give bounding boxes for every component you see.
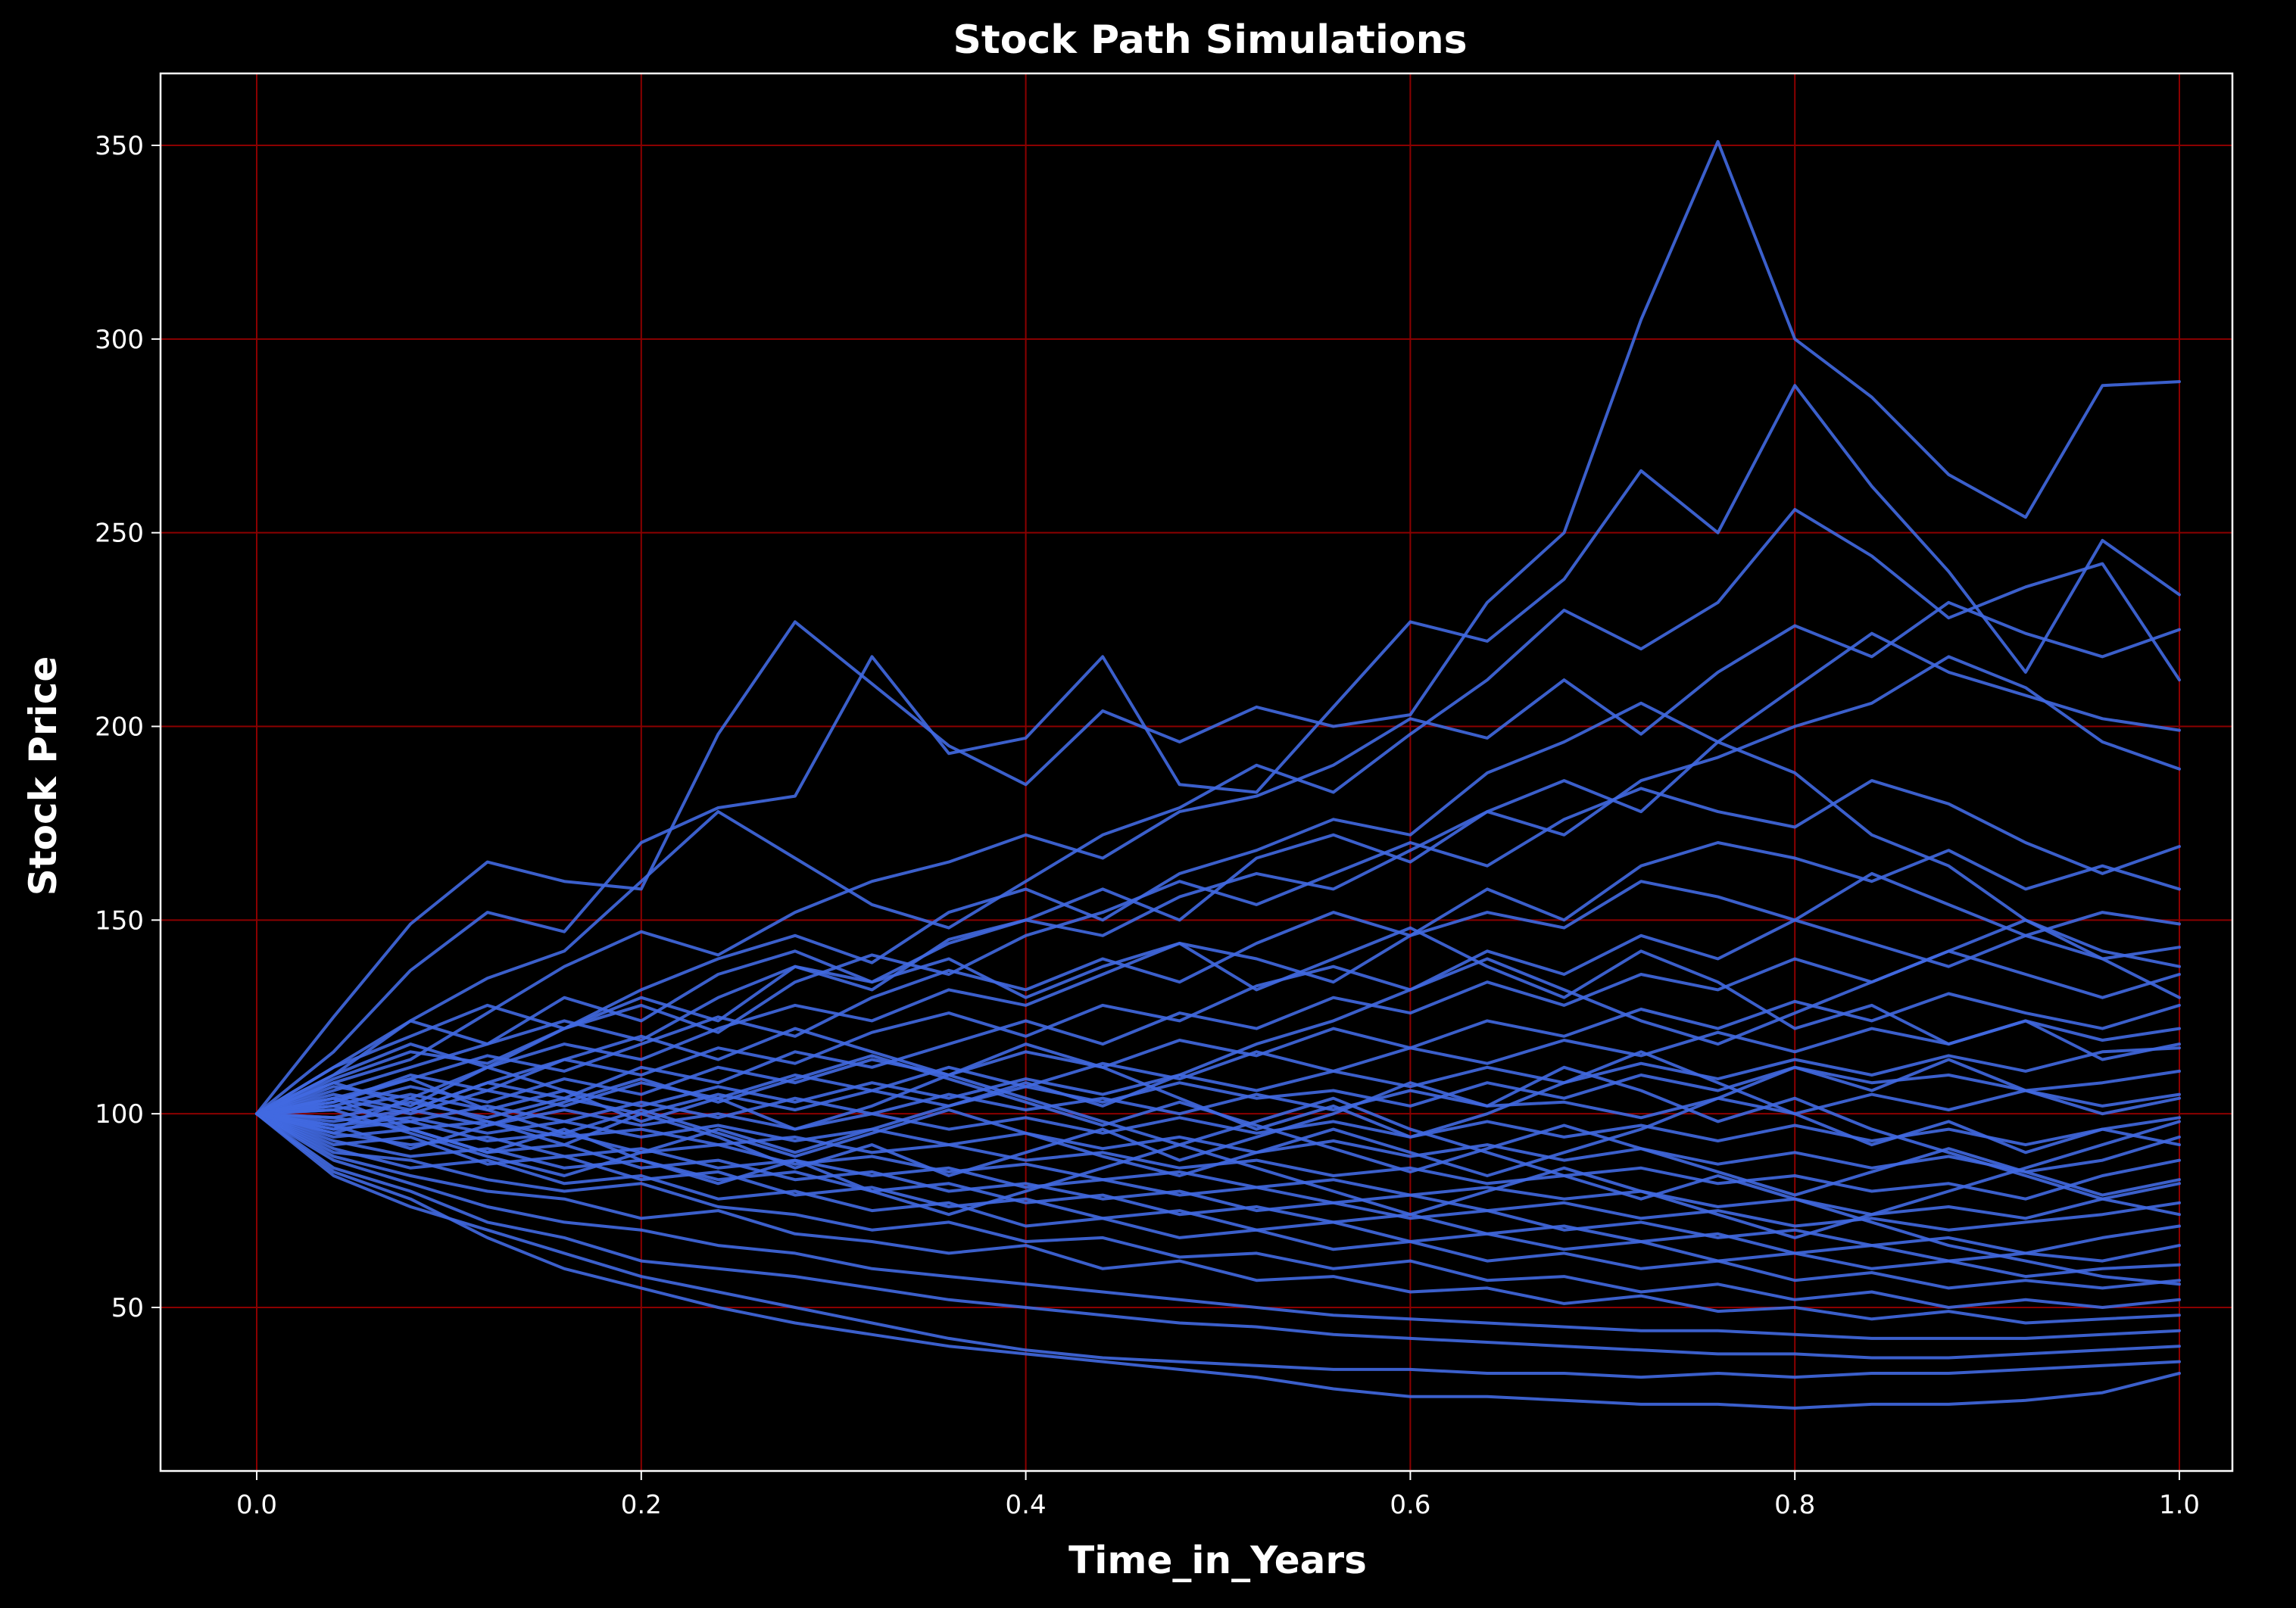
stock-path-line-3 xyxy=(255,508,2181,1116)
stock-path-line-10 xyxy=(255,918,2181,1116)
stock-path-line-24 xyxy=(255,1112,2181,1279)
stock-path-line-15 xyxy=(255,1065,2181,1120)
y-axis-label: Stock Price xyxy=(21,656,65,896)
y-tick-label: 300 xyxy=(95,325,144,355)
y-tick-label: 350 xyxy=(95,131,144,161)
stock-path-line-16 xyxy=(255,1089,2181,1123)
stock-path-line-26 xyxy=(255,1112,2181,1309)
stock-path-line-14 xyxy=(255,1046,2181,1116)
x-tick-label: 0.8 xyxy=(1774,1490,1815,1520)
stock-path-line-23 xyxy=(255,1112,2181,1263)
x-tick-label: 0.4 xyxy=(1006,1490,1047,1520)
stock-path-line-39 xyxy=(255,1058,2181,1177)
stock-path-line-28 xyxy=(255,1112,2181,1340)
stock-path-line-1 xyxy=(255,139,2181,1116)
y-tick-label: 150 xyxy=(95,905,144,936)
stock-path-line-20 xyxy=(255,1112,2181,1220)
stock-path-line-30 xyxy=(255,1112,2181,1379)
x-tick-label: 0.2 xyxy=(621,1490,662,1520)
axis-ticks: 0.0 0.2 0.4 0.6 0.8 1.0 50 100 150 200 250 300 350 xyxy=(95,131,2200,1520)
y-tick-label: 50 xyxy=(111,1293,144,1323)
stock-path-line-25 xyxy=(255,1112,2181,1290)
stock-path-line-32 xyxy=(255,740,2181,1116)
stock-path-line-9 xyxy=(255,871,2181,1116)
stock-path-line-29 xyxy=(255,1112,2181,1360)
chart-title: Stock Path Simulations xyxy=(953,17,1467,63)
axes-frame xyxy=(159,72,2234,1472)
y-tick-label: 250 xyxy=(95,519,144,549)
stock-path-line-22 xyxy=(255,1112,2181,1255)
stock-path-line-27 xyxy=(255,1112,2181,1325)
stock-path-line-31 xyxy=(255,1112,2181,1410)
stock-path-line-18 xyxy=(255,1112,2181,1173)
stock-path-line-2 xyxy=(255,384,2181,1116)
x-tick-label: 1.0 xyxy=(2159,1490,2200,1520)
stock-path-line-8 xyxy=(255,841,2181,1116)
stock-path-line-37 xyxy=(255,1027,2181,1286)
stock-path-line-33 xyxy=(255,926,2181,1116)
stock-path-line-12 xyxy=(255,992,2181,1116)
stock-path-line-38 xyxy=(255,918,2181,1177)
stock-path-line-35 xyxy=(255,1065,2181,1217)
series-lines xyxy=(255,139,2181,1410)
stock-path-line-4 xyxy=(255,600,2181,1116)
stock-path-line-40 xyxy=(255,1054,2181,1197)
y-tick-label: 200 xyxy=(95,712,144,743)
x-axis-label: Time_in_Years xyxy=(1068,1538,1367,1582)
x-tick-label: 0.0 xyxy=(236,1490,277,1520)
x-tick-label: 0.6 xyxy=(1390,1490,1430,1520)
y-tick-label: 100 xyxy=(95,1099,144,1130)
